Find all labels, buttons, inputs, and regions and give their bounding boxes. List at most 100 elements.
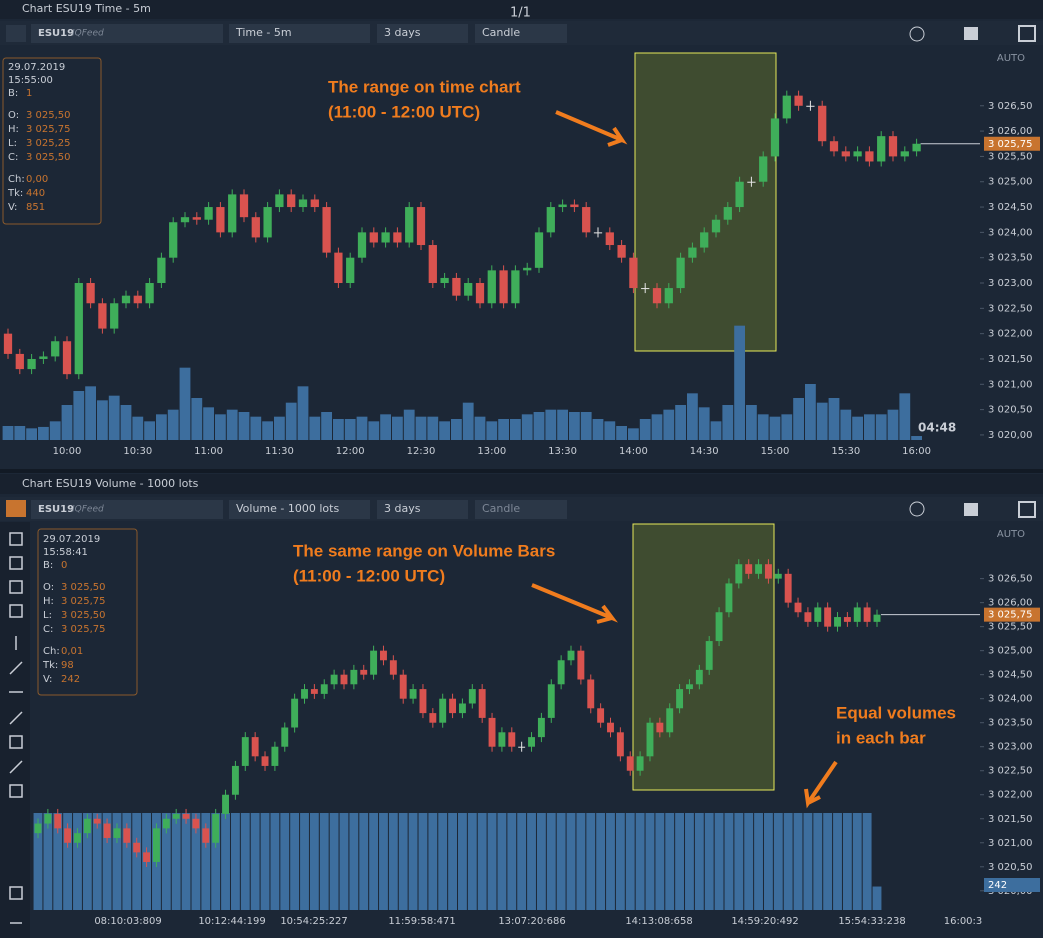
volume-bar [132, 416, 144, 440]
volume-bar [477, 813, 487, 910]
volume-bar [576, 813, 586, 910]
info-key: B: [8, 88, 18, 99]
panel-toggle[interactable] [6, 25, 26, 42]
price-label: 3 024,50 [988, 202, 1033, 213]
volume-bar [842, 813, 852, 910]
candle [86, 283, 95, 304]
volume-bar [744, 813, 754, 910]
candle [93, 818, 101, 824]
volume-bar [379, 813, 388, 910]
candle [162, 818, 170, 829]
tool[interactable] [9, 886, 23, 900]
candle [656, 722, 664, 733]
info-value: 0,01 [61, 646, 83, 657]
candle [143, 852, 151, 862]
candle [755, 564, 763, 574]
volume-bar [698, 407, 710, 440]
tool[interactable] [9, 711, 23, 725]
separator [0, 469, 1043, 473]
symbol-box[interactable] [31, 24, 223, 43]
time-label: 14:59:20:492 [731, 916, 798, 927]
candle [853, 607, 861, 622]
icon[interactable] [909, 501, 925, 517]
candle [664, 288, 673, 304]
volume-bar [156, 414, 167, 440]
info-key: Ch: [8, 174, 25, 185]
interval-select[interactable] [229, 500, 370, 519]
info-value: 3 025,25 [26, 138, 71, 149]
volume-bar [769, 416, 781, 440]
info-key: Ch: [43, 646, 60, 657]
tool[interactable] [9, 532, 23, 546]
volume-bar [685, 813, 694, 910]
style-select[interactable] [475, 500, 567, 519]
candle [735, 564, 743, 584]
candle [145, 283, 154, 304]
volume-bar [53, 813, 63, 910]
volume-bar [606, 813, 615, 910]
price-label: 3 023,50 [988, 253, 1033, 264]
icon[interactable] [964, 503, 978, 516]
auto-scale: AUTO [997, 529, 1025, 540]
candle [853, 151, 862, 157]
volume-bar [122, 813, 132, 910]
candle [626, 756, 634, 771]
candle [298, 199, 308, 208]
panel-toggle[interactable] [6, 500, 26, 517]
icon[interactable] [1018, 25, 1036, 42]
volume-bar [816, 402, 828, 440]
tool[interactable] [9, 784, 23, 798]
icon[interactable] [1018, 501, 1036, 518]
candle [39, 356, 48, 359]
info-value: 440 [26, 188, 45, 199]
volume-bar [26, 428, 37, 440]
symbol: ESU19 [38, 504, 74, 515]
candle [275, 194, 284, 208]
volume-bar [813, 813, 823, 910]
info-key: Tk: [42, 660, 58, 671]
candle [567, 650, 575, 661]
candle [537, 717, 545, 738]
volume-bar [112, 813, 122, 910]
tool[interactable] [9, 556, 23, 570]
annotation: in each bar [836, 728, 926, 747]
candle [350, 669, 358, 685]
candle [518, 746, 526, 748]
candle [464, 283, 473, 296]
candle [843, 617, 851, 622]
period-select[interactable] [377, 500, 468, 519]
tool[interactable] [9, 661, 23, 675]
candle [380, 650, 387, 661]
volume-bar [388, 813, 398, 910]
candle [310, 689, 318, 694]
volume-bar [43, 813, 53, 910]
time-label: 10:54:25:227 [280, 916, 347, 927]
period-select[interactable] [377, 24, 468, 43]
info-key: L: [43, 610, 52, 621]
volume-bar [418, 813, 428, 910]
candle [340, 674, 348, 685]
icon[interactable] [964, 27, 978, 40]
candle [508, 732, 516, 747]
candle [357, 232, 367, 258]
candle [322, 207, 331, 253]
volume-bar [557, 409, 568, 440]
volume-bar [428, 813, 438, 910]
volume-bar [566, 813, 576, 910]
interval-select[interactable] [229, 24, 370, 43]
candle [440, 277, 449, 284]
symbol-box[interactable] [31, 500, 223, 519]
tool[interactable] [9, 760, 23, 774]
info-key: V: [43, 674, 52, 685]
volume-bar [533, 412, 545, 440]
tool[interactable] [9, 735, 23, 749]
tool[interactable] [9, 604, 23, 618]
candle [688, 247, 697, 258]
style-select[interactable] [475, 24, 567, 43]
volume-bar [823, 813, 833, 910]
tool[interactable] [9, 580, 23, 594]
volume-bar [211, 813, 221, 910]
volume-bar [527, 813, 536, 910]
icon[interactable] [909, 26, 925, 42]
volume-bar [339, 813, 349, 910]
